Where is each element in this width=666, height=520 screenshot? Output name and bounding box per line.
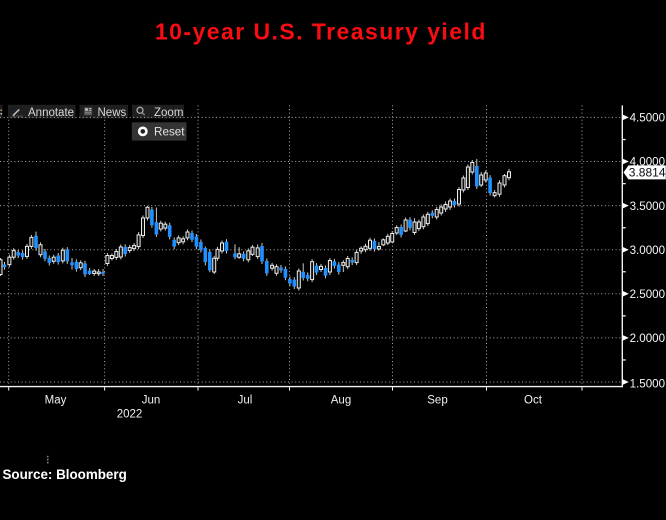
svg-text:Jul: Jul xyxy=(238,395,253,407)
svg-text:May: May xyxy=(45,395,67,407)
svg-text:3.8814: 3.8814 xyxy=(629,166,666,180)
svg-text:Annotate: Annotate xyxy=(28,107,74,119)
svg-text:Jun: Jun xyxy=(142,395,161,407)
svg-text:Oct: Oct xyxy=(524,395,543,407)
svg-text:4.5000: 4.5000 xyxy=(630,112,665,125)
svg-text:2.5000: 2.5000 xyxy=(630,288,665,301)
svg-text:News: News xyxy=(98,107,127,119)
svg-text:3.5000: 3.5000 xyxy=(630,200,665,213)
svg-text:Aug: Aug xyxy=(331,395,351,407)
svg-text:Source: Bloomberg: Source: Bloomberg xyxy=(3,467,127,482)
svg-text:10-year U.S. Treasury yield: 10-year U.S. Treasury yield xyxy=(155,18,487,44)
svg-text:Zoom: Zoom xyxy=(154,107,183,119)
svg-text:1.5000: 1.5000 xyxy=(630,378,665,391)
svg-text:Sep: Sep xyxy=(427,395,447,407)
svg-text:2022: 2022 xyxy=(117,409,143,421)
svg-text:2.0000: 2.0000 xyxy=(630,332,665,345)
svg-text:3.0000: 3.0000 xyxy=(630,244,665,257)
svg-text:Reset: Reset xyxy=(154,125,185,138)
